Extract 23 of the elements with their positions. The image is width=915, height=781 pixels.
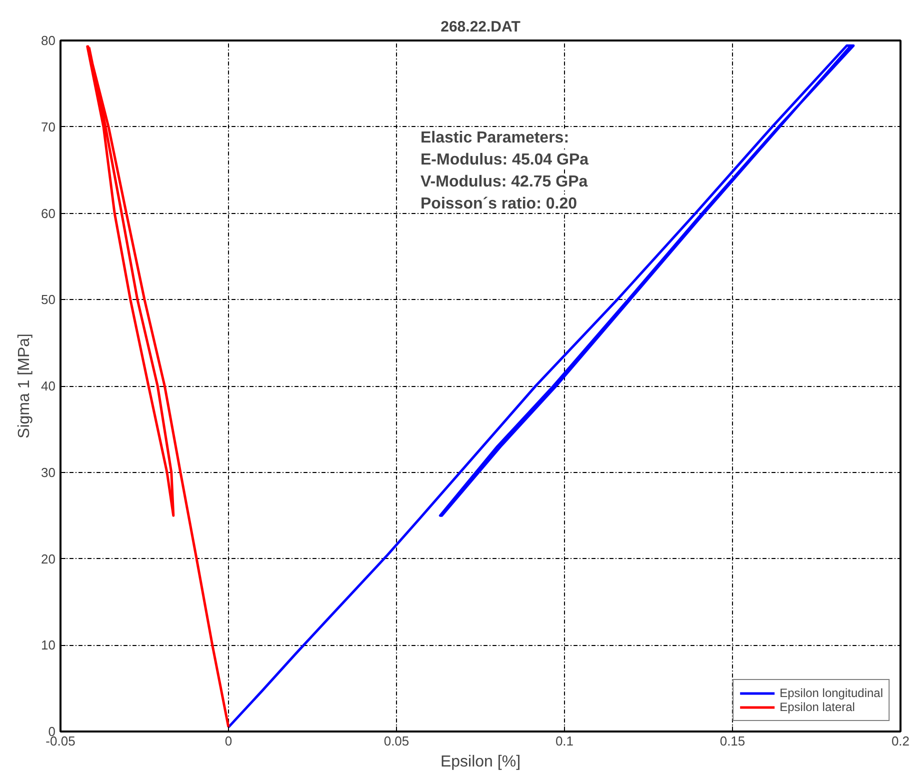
y-tick-label: 30	[41, 464, 56, 480]
y-tick-label: 70	[41, 119, 56, 134]
annotation: Elastic Parameters:	[420, 130, 570, 146]
y-tick-label: 80	[41, 33, 56, 48]
line-series	[86, 45, 230, 728]
y-tick-label: 20	[41, 551, 56, 566]
legend-label: Epsilon lateral	[780, 700, 855, 714]
chart-title: 268.22.DAT	[440, 18, 520, 36]
x-tick-label: 0.2	[891, 734, 910, 748]
y-tick-label: 60	[41, 206, 56, 221]
annotation: V-Modulus: 42.75 GPa	[420, 174, 588, 190]
x-axis-title: Epsilon [%]	[440, 754, 521, 770]
y-axis-title: Sigma 1 [MPa]	[16, 334, 34, 438]
annotation: E-Modulus: 45.04 GPa	[420, 152, 589, 168]
annotation: Poisson´s ratio: 0.20	[420, 196, 578, 212]
x-tick-label: 0.05	[384, 734, 410, 748]
x-tick-label: 0.1	[555, 734, 574, 748]
y-tick-label: 50	[41, 292, 56, 308]
legend-label: Epsilon longitudinal	[780, 686, 883, 700]
y-tick-label: 10	[41, 638, 56, 653]
y-tick-label: 40	[41, 378, 56, 394]
x-tick-label: 0.15	[720, 734, 746, 748]
x-tick-label: 0	[224, 734, 232, 748]
